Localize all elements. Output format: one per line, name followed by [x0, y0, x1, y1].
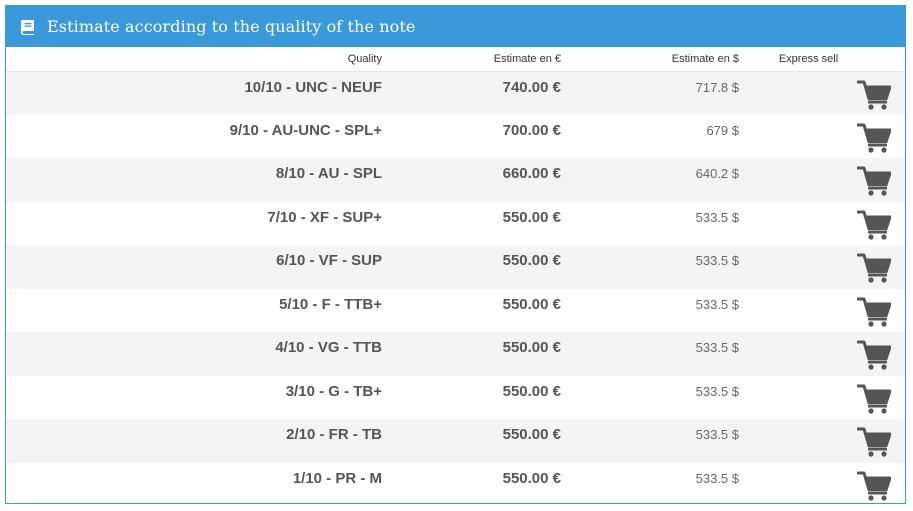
express-sell-cell: [742, 115, 905, 159]
quality-cell: 6/10 - VF - SUP: [276, 252, 382, 269]
header-estimate-usd: Estimate en $: [564, 47, 742, 72]
quality-cell: 8/10 - AU - SPL: [275, 165, 382, 182]
cart-icon[interactable]: [857, 471, 891, 501]
quality-cell: 7/10 - XF - SUP+: [267, 208, 382, 226]
table-row: 3/10 - G - TB+ 550.00 € 533.5 $: [6, 375, 905, 420]
cart-icon[interactable]: [857, 80, 891, 110]
express-sell-cell: [742, 202, 905, 246]
table-body: 10/10 - UNC - NEUF 740.00 € 717.8 $ 9/10…: [6, 71, 905, 504]
quality-cell: 5/10 - F - TTB+: [279, 295, 382, 313]
estimate-usd-cell: 640.2 $: [695, 166, 739, 181]
estimate-eur-cell: 550.00 €: [502, 426, 561, 443]
table-row: 7/10 - XF - SUP+ 550.00 € 533.5 $: [6, 201, 905, 246]
estimate-eur-cell: 740.00 €: [502, 78, 561, 96]
table-row: 10/10 - UNC - NEUF 740.00 € 717.8 $: [6, 71, 905, 115]
table-row: 9/10 - AU-UNC - SPL+ 700.00 € 679 $: [6, 114, 905, 159]
quality-cell: 9/10 - AU-UNC - SPL+: [229, 121, 382, 139]
header-express-sell: Express sell: [742, 47, 905, 72]
table-row: 8/10 - AU - SPL 660.00 € 640.2 $: [6, 158, 905, 202]
estimate-eur-cell: 550.00 €: [502, 252, 561, 269]
table-row: 6/10 - VF - SUP 550.00 € 533.5 $: [6, 245, 905, 289]
estimate-eur-cell: 700.00 €: [502, 121, 561, 139]
estimate-usd-cell: 679 $: [706, 122, 739, 138]
estimate-table: Quality Estimate en € Estimate en $ Expr…: [6, 47, 905, 504]
table-row: 5/10 - F - TTB+ 550.00 € 533.5 $: [6, 288, 905, 333]
estimate-eur-cell: 550.00 €: [502, 382, 561, 400]
estimate-usd-cell: 533.5 $: [695, 209, 739, 225]
book-icon: [21, 19, 34, 35]
cart-icon[interactable]: [857, 210, 891, 240]
cart-icon[interactable]: [857, 253, 891, 283]
table-row: 4/10 - VG - TTB 550.00 € 533.5 $: [6, 332, 905, 376]
cart-icon[interactable]: [857, 340, 891, 370]
estimate-eur-cell: 550.00 €: [502, 208, 561, 226]
estimate-usd-cell: 533.5 $: [695, 253, 739, 268]
express-sell-cell: [742, 71, 905, 115]
header-quality: Quality: [6, 47, 385, 72]
express-sell-cell: [742, 419, 905, 463]
estimate-eur-cell: 550.00 €: [502, 339, 561, 356]
quality-cell: 4/10 - VG - TTB: [275, 339, 382, 356]
quality-cell: 1/10 - PR - M: [292, 469, 382, 487]
quality-cell: 2/10 - FR - TB: [286, 426, 382, 443]
table-row: 2/10 - FR - TB 550.00 € 533.5 $: [6, 419, 905, 463]
express-sell-cell: [742, 376, 905, 420]
cart-icon[interactable]: [857, 384, 891, 414]
express-sell-cell: [742, 245, 905, 289]
estimate-usd-cell: 533.5 $: [695, 470, 739, 486]
estimate-eur-cell: 660.00 €: [502, 165, 561, 182]
table-header-row: Quality Estimate en € Estimate en $ Expr…: [6, 47, 905, 72]
cart-icon[interactable]: [857, 297, 891, 327]
express-sell-cell: [742, 332, 905, 376]
estimate-usd-cell: 717.8 $: [695, 79, 739, 95]
express-sell-cell: [742, 463, 905, 504]
panel-title: Estimate according to the quality of the…: [47, 17, 416, 36]
header-estimate-eur: Estimate en €: [385, 47, 564, 72]
estimate-eur-cell: 550.00 €: [502, 295, 561, 313]
table-row: 1/10 - PR - M 550.00 € 533.5 $: [6, 462, 905, 504]
estimate-usd-cell: 533.5 $: [695, 383, 739, 399]
estimate-usd-cell: 533.5 $: [695, 427, 739, 442]
cart-icon[interactable]: [857, 427, 891, 457]
quality-cell: 3/10 - G - TB+: [285, 382, 382, 400]
panel-header: Estimate according to the quality of the…: [6, 6, 905, 47]
cart-icon[interactable]: [857, 166, 891, 196]
estimate-eur-cell: 550.00 €: [502, 469, 561, 487]
estimate-panel: Estimate according to the quality of the…: [5, 5, 906, 504]
estimate-usd-cell: 533.5 $: [695, 340, 739, 355]
express-sell-cell: [742, 289, 905, 333]
quality-cell: 10/10 - UNC - NEUF: [244, 78, 382, 96]
estimate-usd-cell: 533.5 $: [695, 296, 739, 312]
cart-icon[interactable]: [857, 123, 891, 153]
express-sell-cell: [742, 158, 905, 202]
